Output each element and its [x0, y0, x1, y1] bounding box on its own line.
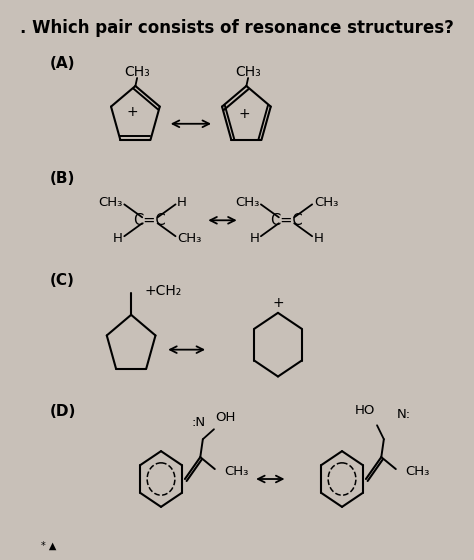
Text: +: + [272, 296, 284, 310]
Text: H: H [249, 232, 259, 245]
Text: (B): (B) [50, 171, 75, 185]
Text: N:: N: [397, 408, 411, 421]
Text: * ▲: * ▲ [42, 540, 57, 550]
Text: CH₃: CH₃ [224, 465, 248, 478]
Text: CH₃: CH₃ [314, 196, 338, 209]
Text: H: H [177, 196, 187, 209]
Text: C=C: C=C [134, 213, 166, 228]
Text: H: H [113, 232, 123, 245]
Text: H: H [314, 232, 324, 245]
Text: CH₃: CH₃ [235, 196, 259, 209]
Text: HO: HO [355, 404, 375, 417]
Text: :N: :N [191, 416, 206, 430]
Text: CH₃: CH₃ [124, 65, 150, 79]
Text: +: + [238, 107, 250, 121]
Text: C=C: C=C [270, 213, 303, 228]
Text: (A): (A) [50, 56, 75, 71]
Text: (C): (C) [50, 273, 75, 288]
Text: +: + [126, 105, 138, 119]
Text: . Which pair consists of resonance structures?: . Which pair consists of resonance struc… [20, 19, 454, 38]
Text: +CH₂: +CH₂ [145, 284, 182, 298]
Text: CH₃: CH₃ [177, 232, 201, 245]
Text: CH₃: CH₃ [405, 465, 429, 478]
Text: OH: OH [216, 411, 236, 424]
Text: (D): (D) [50, 404, 76, 419]
Text: CH₃: CH₃ [235, 65, 261, 79]
Text: CH₃: CH₃ [98, 196, 123, 209]
